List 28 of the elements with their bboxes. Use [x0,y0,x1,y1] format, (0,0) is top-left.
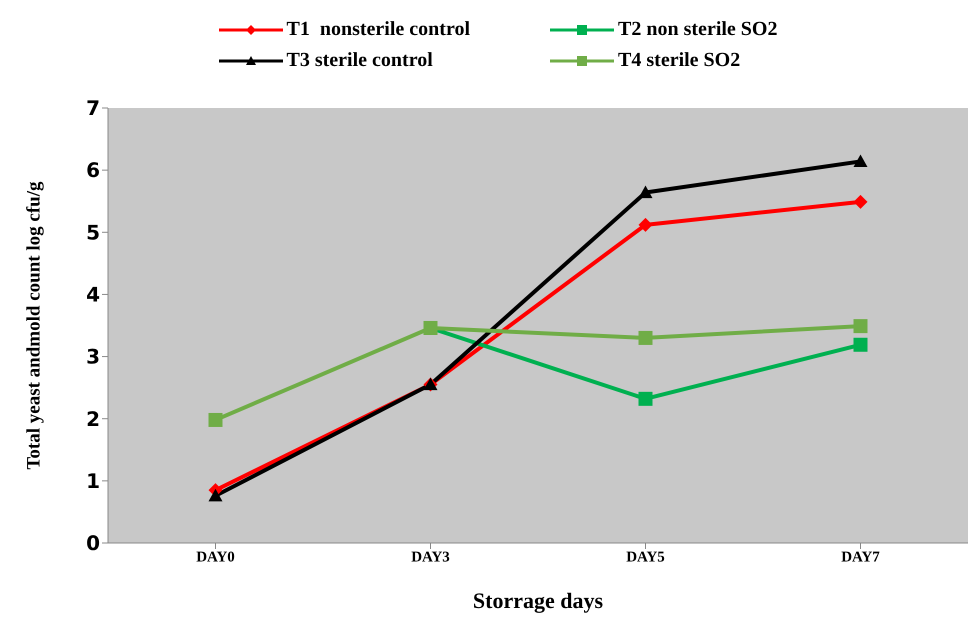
point [854,338,868,352]
x-tick-label: DAY5 [626,550,665,566]
legend-label: T4 sterile SO2 [618,49,740,72]
y-tick-label: 0 [86,531,100,556]
point [208,488,222,502]
y-tick-label: 3 [86,344,100,369]
x-tick-label: DAY3 [411,550,450,566]
legend-label: T3 sterile control [286,49,433,72]
y-axis-title: Total yeast andmold count log cfu/g [24,180,45,470]
y-tick-label: 1 [86,468,100,493]
y-tick-label: 2 [86,406,100,431]
x-axis-title: Storrage days [472,588,604,613]
point [638,330,652,345]
point [854,194,868,209]
legend-label: T1 nonsterile control [286,18,470,41]
x-tick-label: DAY7 [841,550,880,566]
point [854,319,868,334]
legend-label: T2 non sterile SO2 [618,18,778,41]
x-tick-label: DAY0 [196,550,235,566]
y-tick-label: 6 [86,158,100,182]
y-tick-label: 5 [86,220,100,244]
point [854,154,868,168]
point [208,412,222,427]
point [638,218,652,232]
y-tick-label: 7 [86,96,100,120]
point [638,392,652,406]
y-tick-label: 4 [86,282,100,307]
point [638,186,652,198]
